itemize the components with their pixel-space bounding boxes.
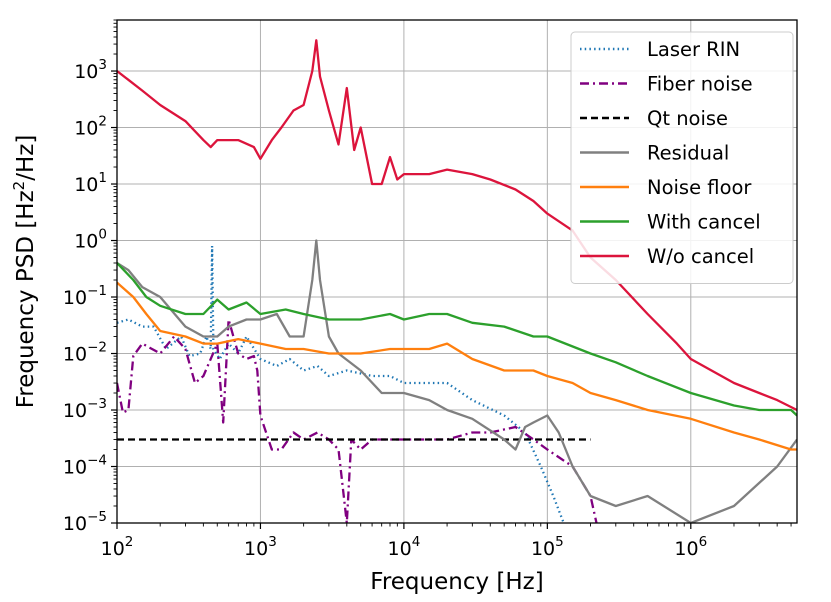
y-tick-label: 10−5	[63, 509, 107, 535]
y-axis-label-prefix: Frequency PSD [Hz	[13, 190, 39, 408]
plot-frame	[116, 19, 798, 524]
y-tick-exponent: −1	[87, 283, 107, 299]
y-tick-label: 101	[74, 170, 107, 196]
y-tick-base: 10	[63, 513, 87, 535]
y-tick-exponent: −4	[87, 453, 107, 469]
y-tick-exponent: 1	[98, 170, 107, 186]
x-tick-label: 104	[388, 534, 421, 560]
x-tick-label: 102	[101, 534, 134, 560]
y-tick-label: 10−4	[63, 453, 107, 479]
y-tick-base: 10	[63, 457, 87, 479]
y-tick-base: 10	[74, 231, 98, 253]
x-tick-exponent: 3	[268, 534, 277, 550]
y-axis-label-exponent: 2	[10, 181, 28, 191]
legend-label: Laser RIN	[647, 38, 740, 61]
y-tick-label: 100	[74, 227, 107, 253]
series-line-0	[117, 244, 565, 523]
y-tick-label: 10−1	[63, 283, 107, 309]
legend-label: Residual	[647, 142, 729, 165]
series-line-1	[117, 318, 598, 523]
x-tick-base: 10	[244, 538, 268, 560]
series-line-5	[117, 262, 797, 417]
y-tick-base: 10	[63, 287, 87, 309]
legend: Laser RIN Fiber noise Qt noise Residual Nois…	[570, 31, 794, 284]
y-tick-base: 10	[74, 61, 98, 83]
series-line-3	[117, 239, 797, 523]
y-tick-label: 103	[74, 57, 107, 83]
x-tick-base: 10	[101, 538, 125, 560]
y-axis-label-suffix: /Hz]	[13, 135, 39, 181]
legend-label: Noise floor	[647, 176, 752, 199]
y-tick-exponent: 0	[98, 227, 107, 243]
legend-label: With cancel	[647, 211, 761, 234]
y-tick-base: 10	[74, 118, 98, 140]
x-tick-label: 105	[531, 534, 564, 560]
y-tick-exponent: 2	[98, 114, 107, 130]
x-tick-base: 10	[388, 538, 412, 560]
y-tick-base: 10	[63, 344, 87, 366]
ticks: 102 103 104 105 10610−510−410−310−210−110010…	[63, 19, 792, 560]
legend-label: W/o cancel	[647, 245, 754, 268]
y-tick-exponent: −2	[87, 340, 107, 356]
series-line-4	[117, 281, 797, 451]
x-tick-base: 10	[674, 538, 698, 560]
x-tick-exponent: 4	[412, 534, 421, 550]
legend-label: Fiber noise	[647, 73, 753, 96]
x-tick-label: 106	[674, 534, 707, 560]
y-tick-label: 10−3	[63, 396, 107, 422]
x-tick-exponent: 5	[555, 534, 564, 550]
x-tick-label: 103	[244, 534, 277, 560]
x-tick-exponent: 6	[699, 534, 708, 550]
x-axis-label: Frequency [Hz]	[370, 569, 543, 595]
y-tick-exponent: 3	[98, 57, 107, 73]
x-tick-base: 10	[531, 538, 555, 560]
y-axis-label: Frequency PSD [Hz2/Hz]	[10, 135, 39, 409]
x-tick-exponent: 2	[125, 534, 134, 550]
y-tick-exponent: −5	[87, 509, 107, 525]
legend-label: Qt noise	[647, 107, 728, 130]
y-tick-base: 10	[74, 174, 98, 196]
y-tick-label: 102	[74, 114, 107, 140]
y-tick-base: 10	[63, 400, 87, 422]
y-tick-exponent: −3	[87, 396, 107, 412]
y-tick-label: 10−2	[63, 340, 107, 366]
